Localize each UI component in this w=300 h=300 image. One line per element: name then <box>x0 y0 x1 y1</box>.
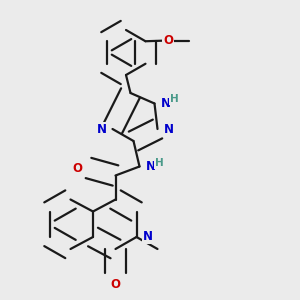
Text: O: O <box>110 278 121 290</box>
Text: N: N <box>97 122 106 136</box>
Text: N: N <box>142 230 152 244</box>
Text: H: H <box>154 158 164 169</box>
Text: N: N <box>160 97 170 110</box>
Text: N: N <box>146 160 155 173</box>
Text: O: O <box>163 34 173 47</box>
Text: O: O <box>73 161 82 175</box>
Text: H: H <box>169 94 178 104</box>
Text: N: N <box>164 122 173 136</box>
